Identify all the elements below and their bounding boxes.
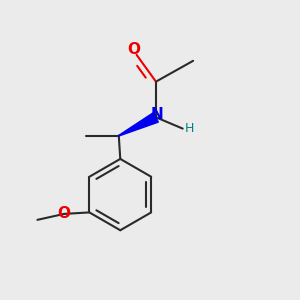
Polygon shape [119,112,158,136]
Text: N: N [151,107,164,122]
Text: O: O [127,42,140,57]
Text: O: O [58,206,70,221]
Text: H: H [184,122,194,134]
